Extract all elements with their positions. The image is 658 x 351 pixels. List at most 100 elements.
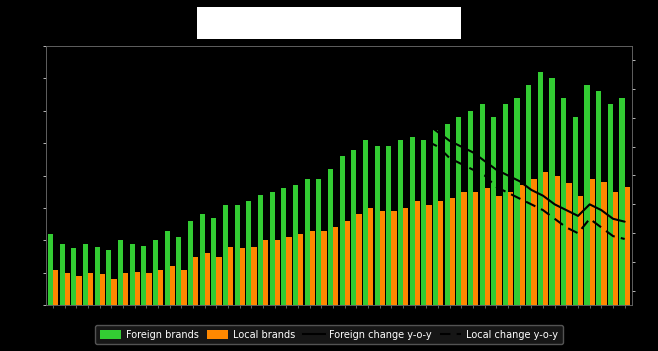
- Bar: [345, 221, 350, 305]
- Bar: [403, 208, 408, 305]
- Bar: [363, 140, 368, 305]
- Bar: [380, 211, 385, 305]
- Bar: [496, 196, 501, 305]
- Bar: [240, 248, 245, 305]
- Bar: [515, 98, 520, 305]
- Bar: [118, 240, 123, 305]
- Bar: [48, 234, 53, 305]
- Bar: [567, 183, 572, 305]
- Bar: [188, 221, 193, 305]
- Bar: [333, 227, 338, 305]
- Bar: [274, 240, 280, 305]
- Bar: [468, 111, 473, 305]
- Bar: [76, 276, 82, 305]
- Bar: [624, 187, 630, 305]
- Bar: [53, 270, 59, 305]
- Bar: [130, 244, 135, 305]
- Bar: [340, 156, 345, 305]
- Bar: [491, 117, 496, 305]
- Bar: [316, 179, 321, 305]
- Bar: [549, 78, 555, 305]
- Bar: [508, 192, 513, 305]
- Bar: [205, 253, 210, 305]
- Bar: [433, 130, 438, 305]
- Bar: [449, 198, 455, 305]
- Bar: [374, 146, 380, 305]
- Bar: [503, 104, 508, 305]
- Bar: [193, 257, 198, 305]
- Bar: [176, 237, 182, 305]
- Bar: [392, 211, 397, 305]
- Bar: [555, 176, 560, 305]
- Bar: [146, 273, 151, 305]
- Bar: [199, 214, 205, 305]
- Bar: [351, 150, 357, 305]
- Bar: [531, 179, 536, 305]
- Bar: [258, 195, 263, 305]
- Bar: [228, 247, 233, 305]
- Bar: [170, 266, 175, 305]
- Bar: [111, 279, 116, 305]
- Bar: [182, 270, 187, 305]
- Bar: [164, 231, 170, 305]
- Bar: [601, 182, 607, 305]
- Bar: [357, 214, 361, 305]
- Bar: [584, 85, 590, 305]
- Bar: [298, 234, 303, 305]
- Bar: [619, 98, 624, 305]
- Bar: [234, 205, 240, 305]
- Bar: [141, 246, 147, 305]
- Bar: [573, 117, 578, 305]
- Bar: [480, 104, 485, 305]
- Bar: [461, 192, 467, 305]
- Legend: Foreign brands, Local brands, Foreign change y-o-y, Local change y-o-y: Foreign brands, Local brands, Foreign ch…: [95, 325, 563, 344]
- Bar: [526, 85, 532, 305]
- Bar: [596, 91, 601, 305]
- Bar: [543, 172, 548, 305]
- Bar: [426, 205, 432, 305]
- Bar: [578, 196, 583, 305]
- Bar: [106, 250, 111, 305]
- Bar: [520, 185, 525, 305]
- Bar: [538, 72, 543, 305]
- Bar: [251, 247, 257, 305]
- Bar: [305, 179, 310, 305]
- Bar: [281, 188, 286, 305]
- Bar: [95, 247, 100, 305]
- Bar: [263, 240, 268, 305]
- Bar: [59, 244, 64, 305]
- Bar: [438, 201, 443, 305]
- Bar: [613, 192, 619, 305]
- Bar: [421, 140, 426, 305]
- Bar: [310, 231, 315, 305]
- Bar: [135, 272, 140, 305]
- Bar: [71, 248, 76, 305]
- Bar: [590, 179, 595, 305]
- Bar: [246, 201, 251, 305]
- Bar: [398, 140, 403, 305]
- Bar: [153, 240, 158, 305]
- Bar: [368, 208, 373, 305]
- Bar: [223, 205, 228, 305]
- Bar: [415, 201, 420, 305]
- Bar: [99, 274, 105, 305]
- Bar: [608, 104, 613, 305]
- Bar: [64, 273, 70, 305]
- Bar: [386, 146, 392, 305]
- Bar: [88, 273, 93, 305]
- Bar: [321, 231, 326, 305]
- Bar: [409, 137, 415, 305]
- Bar: [561, 98, 567, 305]
- Bar: [293, 185, 298, 305]
- Bar: [270, 192, 275, 305]
- Bar: [456, 117, 461, 305]
- Bar: [328, 169, 333, 305]
- Bar: [123, 273, 128, 305]
- Bar: [216, 257, 222, 305]
- Bar: [445, 124, 450, 305]
- Bar: [83, 244, 88, 305]
- Bar: [158, 270, 163, 305]
- Bar: [211, 218, 216, 305]
- Bar: [485, 188, 490, 305]
- Bar: [286, 237, 291, 305]
